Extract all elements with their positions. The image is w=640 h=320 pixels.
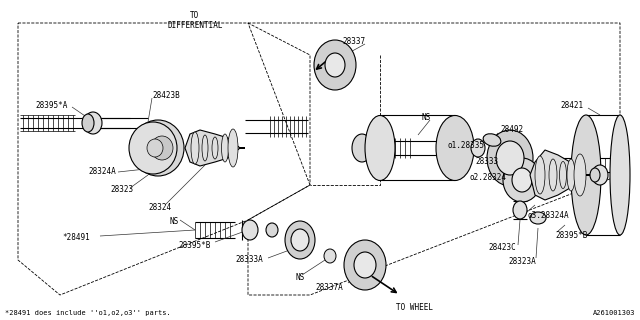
Text: NS: NS (422, 114, 431, 123)
Ellipse shape (324, 249, 336, 263)
Ellipse shape (512, 168, 532, 192)
Text: NS: NS (170, 218, 179, 227)
Text: 28395*A: 28395*A (35, 100, 67, 109)
Ellipse shape (84, 112, 102, 134)
Ellipse shape (592, 165, 608, 185)
Text: TO: TO (190, 12, 200, 20)
Text: 28323: 28323 (110, 186, 133, 195)
Ellipse shape (82, 114, 94, 132)
Polygon shape (530, 150, 592, 200)
Ellipse shape (354, 252, 376, 278)
Text: 28324A: 28324A (88, 167, 116, 177)
Ellipse shape (132, 120, 184, 176)
Ellipse shape (242, 220, 258, 240)
Text: 28324: 28324 (148, 204, 171, 212)
Ellipse shape (221, 134, 228, 162)
Ellipse shape (325, 53, 345, 77)
Text: 28337: 28337 (342, 37, 365, 46)
Ellipse shape (285, 221, 315, 259)
Text: NS: NS (295, 274, 304, 283)
Ellipse shape (365, 116, 395, 180)
Text: 28337A: 28337A (315, 284, 343, 292)
Ellipse shape (503, 158, 541, 202)
Text: 28333: 28333 (475, 157, 498, 166)
Ellipse shape (530, 212, 546, 224)
Ellipse shape (228, 129, 238, 167)
Ellipse shape (571, 115, 601, 235)
Text: A261001303: A261001303 (593, 310, 635, 316)
Text: o3.28324A: o3.28324A (528, 211, 570, 220)
Text: TO WHEEL: TO WHEEL (397, 303, 433, 313)
Text: 28323A: 28323A (508, 258, 536, 267)
Ellipse shape (471, 139, 485, 157)
Ellipse shape (129, 122, 177, 174)
Ellipse shape (610, 115, 630, 235)
Polygon shape (185, 130, 245, 166)
Ellipse shape (436, 116, 474, 180)
Ellipse shape (266, 223, 278, 237)
Ellipse shape (483, 134, 501, 146)
Ellipse shape (549, 159, 557, 191)
Text: 28333A: 28333A (235, 255, 263, 265)
Text: 28395*B: 28395*B (178, 241, 211, 250)
Text: *28491: *28491 (62, 234, 90, 243)
Ellipse shape (147, 139, 163, 157)
Text: o1.28335: o1.28335 (448, 140, 485, 149)
Ellipse shape (496, 141, 524, 175)
Text: 28395*B: 28395*B (555, 230, 588, 239)
Ellipse shape (291, 229, 309, 251)
Ellipse shape (212, 137, 218, 159)
Text: 28423C: 28423C (488, 244, 516, 252)
Ellipse shape (574, 154, 586, 196)
Ellipse shape (535, 156, 545, 194)
Ellipse shape (314, 40, 356, 90)
Text: o2.28324: o2.28324 (470, 173, 507, 182)
Ellipse shape (151, 136, 173, 160)
Ellipse shape (513, 201, 527, 219)
Ellipse shape (590, 168, 600, 182)
Ellipse shape (487, 130, 533, 186)
Text: 28492: 28492 (500, 125, 523, 134)
Text: 28423B: 28423B (152, 92, 180, 100)
Ellipse shape (191, 132, 199, 164)
Ellipse shape (567, 159, 575, 191)
Ellipse shape (344, 240, 386, 290)
Ellipse shape (559, 162, 566, 188)
Text: *28491 does include ''o1,o2,o3'' parts.: *28491 does include ''o1,o2,o3'' parts. (5, 310, 171, 316)
Text: 28421: 28421 (560, 100, 583, 109)
Ellipse shape (202, 135, 208, 161)
Text: DIFFERENTIAL: DIFFERENTIAL (167, 21, 223, 30)
Ellipse shape (352, 134, 372, 162)
